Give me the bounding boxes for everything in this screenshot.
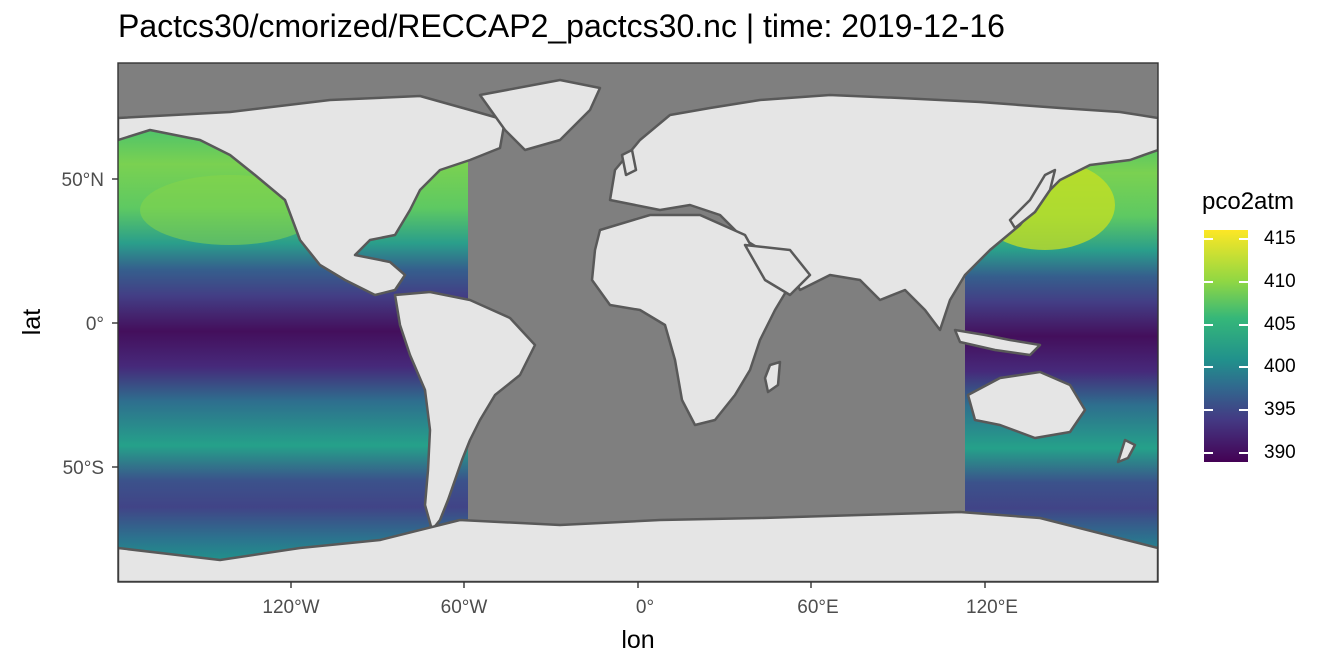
y-tick-label-50n: 50°N	[62, 170, 104, 191]
x-tick-label-120w: 120°W	[262, 597, 319, 618]
legend-tick-mark-right	[1239, 366, 1248, 369]
madagascar-landmass	[763, 360, 782, 394]
x-axis-title: lon	[621, 626, 654, 654]
legend-tick-mark-left	[1204, 366, 1213, 369]
legend-tick-label: 400	[1264, 356, 1296, 378]
north-america-landmass	[118, 94, 507, 297]
legend-tick-mark-left	[1204, 237, 1213, 240]
greenland-landmass	[478, 78, 602, 152]
legend-tick-label: 405	[1264, 313, 1296, 335]
legend-tick-label: 395	[1264, 399, 1296, 421]
y-tick-label-0: 0°	[86, 314, 104, 335]
legend-tick-mark-right	[1239, 237, 1248, 240]
australia-landmass	[966, 370, 1087, 440]
south-america-landmass	[393, 290, 537, 532]
indonesia-islands	[953, 328, 1042, 357]
legend-tick-mark-left	[1204, 452, 1213, 455]
x-tick-label-120e: 120°E	[966, 597, 1018, 618]
new-zealand-landmass	[1116, 438, 1137, 464]
legend-tick-mark-left	[1204, 323, 1213, 326]
antarctica-landmass	[118, 510, 1158, 582]
x-tick-label-60e: 60°E	[797, 597, 838, 618]
legend-tick-mark-left	[1204, 280, 1213, 283]
arabian-peninsula-landmass	[743, 243, 812, 297]
y-tick-label-50s: 50°S	[63, 458, 104, 479]
legend-tick-mark-right	[1239, 323, 1248, 326]
legend-tick-mark-right	[1239, 409, 1248, 412]
legend-tick-label: 415	[1264, 227, 1296, 249]
uk-landmass	[620, 148, 638, 177]
africa-landmass	[590, 213, 792, 427]
legend-title: pco2atm	[1202, 188, 1295, 215]
y-axis-title: lat	[18, 309, 46, 335]
legend-tick-mark-right	[1239, 280, 1248, 283]
legend-tick-label: 390	[1264, 442, 1296, 464]
legend-tick-mark-left	[1204, 409, 1213, 412]
legend-tick-mark-right	[1239, 452, 1248, 455]
japan-landmass	[1008, 168, 1057, 230]
legend-tick-label: 410	[1264, 270, 1296, 292]
map-title: Pactcs30/cmorized/RECCAP2_pactcs30.nc | …	[118, 8, 1005, 44]
legend-colorbar	[1204, 230, 1248, 462]
x-tick-label-0: 0°	[636, 597, 654, 618]
x-tick-label-60w: 60°W	[441, 597, 488, 618]
